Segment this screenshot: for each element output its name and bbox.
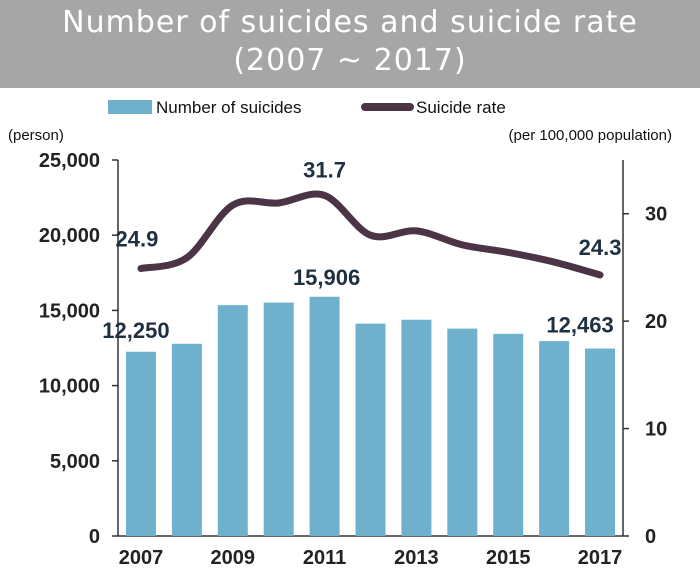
bar-2012 bbox=[355, 323, 386, 536]
bar-data-label: 12,250 bbox=[102, 318, 169, 343]
bar-2014 bbox=[447, 328, 478, 536]
right-tick-label: 0 bbox=[645, 526, 656, 548]
legend-label-bars: Number of suicides bbox=[156, 98, 302, 117]
bar-2010 bbox=[263, 302, 294, 536]
bar-2008 bbox=[171, 343, 202, 536]
left-tick-label: 10,000 bbox=[39, 376, 100, 398]
x-tick-label: 2009 bbox=[211, 547, 256, 568]
right-tick-label: 20 bbox=[645, 311, 667, 333]
left-tick-label: 20,000 bbox=[39, 225, 100, 247]
left-tick-label: 0 bbox=[89, 526, 100, 548]
chart-title-line1: Number of suicides and suicide rate bbox=[62, 5, 638, 40]
x-tick-label: 2007 bbox=[119, 547, 164, 568]
suicide-rate-line bbox=[137, 190, 604, 279]
right-tick-label: 30 bbox=[645, 204, 667, 226]
bar-2015 bbox=[493, 333, 524, 536]
legend-swatch-bars bbox=[108, 100, 152, 114]
left-tick-label: 5,000 bbox=[50, 451, 100, 473]
x-tick-label: 2013 bbox=[394, 547, 439, 568]
bar-2009 bbox=[217, 305, 248, 536]
bar-data-label: 15,906 bbox=[293, 265, 360, 290]
bar-2013 bbox=[401, 319, 432, 536]
combo-chart: Number of suicides Suicide rate (person)… bbox=[8, 98, 672, 569]
bar-2007 bbox=[125, 351, 156, 536]
x-tick-label: 2015 bbox=[486, 547, 531, 568]
right-axis-label: (per 100,000 population) bbox=[509, 127, 672, 144]
line-data-label: 31.7 bbox=[303, 157, 346, 182]
line-data-label: 24.3 bbox=[579, 235, 622, 260]
chart-area: Number of suicides Suicide rate (person)… bbox=[0, 88, 700, 569]
rate-line bbox=[137, 190, 604, 279]
left-tick-label: 25,000 bbox=[39, 150, 100, 172]
bars bbox=[125, 296, 616, 536]
legend: Number of suicides Suicide rate bbox=[108, 98, 506, 117]
line-data-label: 24.9 bbox=[116, 227, 159, 252]
bar-2011 bbox=[309, 296, 340, 536]
legend-label-line: Suicide rate bbox=[416, 98, 506, 117]
chart-title-line2: (2007 ~ 2017) bbox=[233, 43, 467, 78]
left-axis-label: (person) bbox=[8, 127, 64, 144]
bar-data-label: 12,463 bbox=[546, 313, 613, 338]
x-tick-label: 2017 bbox=[578, 547, 623, 568]
left-tick-label: 15,000 bbox=[39, 300, 100, 322]
right-tick-label: 10 bbox=[645, 419, 667, 441]
bar-2016 bbox=[539, 341, 570, 536]
bar-2017 bbox=[585, 348, 616, 536]
x-tick-label: 2011 bbox=[303, 547, 346, 568]
data-labels: 12,250 15,906 12,463 24.9 31.7 24.3 bbox=[102, 157, 621, 342]
axes: 0 5,000 10,000 15,000 20,000 25,000 0 10 20 30 200… bbox=[39, 150, 667, 569]
title-band: Number of suicides and suicide rate (200… bbox=[0, 0, 700, 88]
